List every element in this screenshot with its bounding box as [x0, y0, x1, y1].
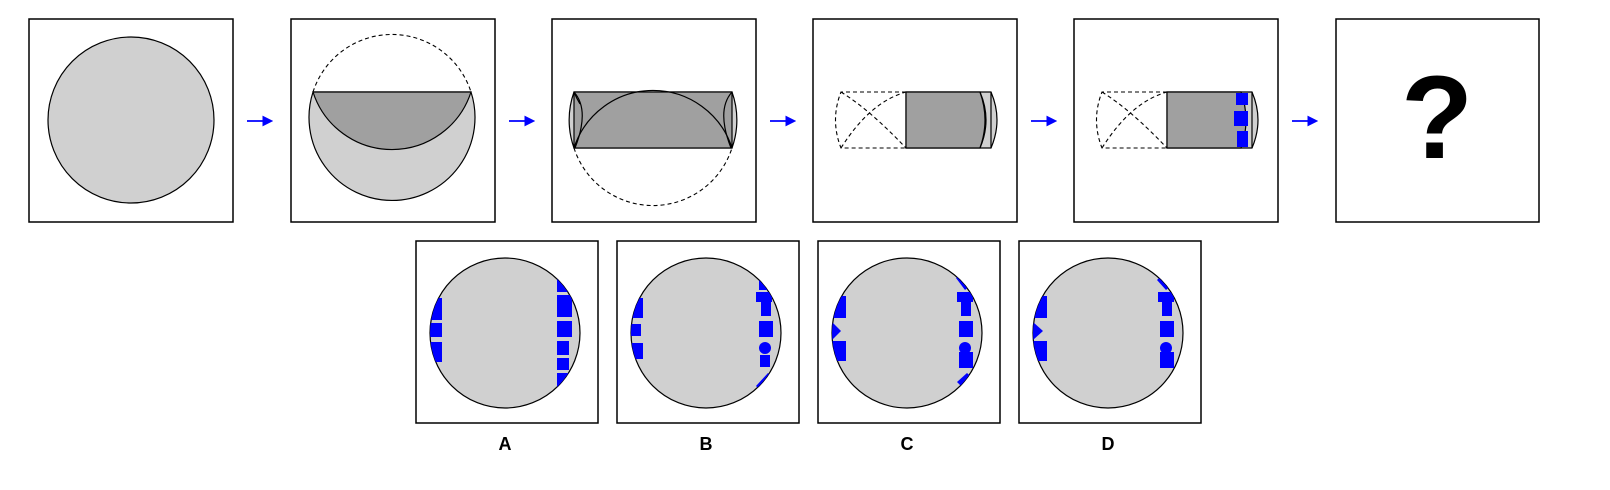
- hole-mark: [557, 295, 572, 317]
- step-3-panel: [551, 18, 757, 223]
- punch-square-mark: [1236, 93, 1248, 105]
- question-panel: ?: [1335, 18, 1540, 223]
- hole-mark: [961, 302, 971, 316]
- fold-origin-curve-1: [1101, 91, 1168, 149]
- hole-mark: [759, 342, 771, 354]
- option-c-label: C: [901, 434, 914, 454]
- hole-mark: [557, 358, 569, 370]
- folded-layers: [905, 91, 986, 149]
- hole-mark: [957, 292, 973, 302]
- option-a[interactable]: A: [415, 240, 599, 454]
- question-mark: ?: [1401, 52, 1473, 184]
- question-frame: [1335, 18, 1540, 223]
- folded-strip: [573, 91, 733, 149]
- hole-mark: [1160, 342, 1172, 354]
- hole-mark: [959, 342, 971, 354]
- step-1-panel: [28, 18, 234, 223]
- fold-origin-outline: [573, 147, 733, 207]
- hole-mark: [959, 321, 973, 337]
- hole-mark: [430, 323, 442, 337]
- fold-curve-bottom: [573, 89, 733, 149]
- option-c[interactable]: C: [817, 240, 1001, 454]
- fold-origin-outline: [312, 33, 472, 93]
- hole-mark: [759, 321, 773, 337]
- hole-mark: [1158, 292, 1174, 302]
- hole-mark: [1033, 322, 1043, 340]
- hole-mark: [760, 355, 770, 367]
- step-4-panel: [812, 18, 1018, 223]
- hole-mark: [756, 292, 772, 302]
- fold-curve-upper-right: [723, 91, 733, 149]
- folded-flap: [312, 91, 472, 151]
- hole-mark: [1160, 352, 1174, 368]
- hole-mark: [1162, 302, 1172, 316]
- step-5-panel: [1073, 18, 1279, 223]
- punch-square-mark: [1237, 131, 1248, 147]
- punch-square-mark: [1234, 111, 1248, 126]
- paper-circle: [47, 36, 215, 204]
- fold-curve-upper-left: [573, 91, 583, 149]
- hole-mark: [959, 352, 973, 368]
- step-2-panel: [290, 18, 496, 223]
- option-d-label: D: [1102, 434, 1115, 454]
- fold-origin-curve-1: [840, 91, 907, 149]
- hole-mark: [1160, 321, 1174, 337]
- fold-curve: [979, 91, 987, 149]
- option-b[interactable]: B: [616, 240, 800, 454]
- hole-mark: [761, 302, 771, 316]
- fold-origin-curve-2: [1101, 91, 1168, 149]
- hole-mark: [557, 341, 569, 355]
- option-b-label: B: [700, 434, 713, 454]
- hole-mark: [832, 322, 841, 340]
- hole-mark: [557, 321, 572, 337]
- option-d[interactable]: D: [1018, 240, 1202, 454]
- option-a-label: A: [499, 434, 512, 454]
- fold-origin-curve-2: [840, 91, 907, 149]
- hole-mark: [631, 324, 641, 336]
